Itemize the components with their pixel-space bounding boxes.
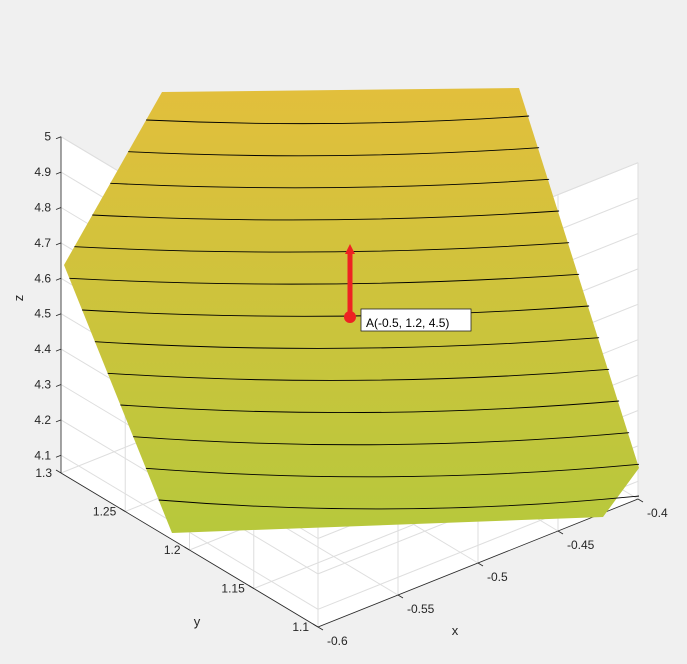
- annotation-label: A(-0.5, 1.2, 4.5): [366, 316, 449, 330]
- y-tick-label: 1.15: [221, 582, 245, 596]
- y-tick-mark: [184, 546, 190, 551]
- x-tick-label: -0.4: [647, 506, 668, 520]
- x-tick-mark: [317, 626, 324, 631]
- point-annotation: A(-0.5, 1.2, 4.5): [360, 308, 472, 332]
- y-tick-label: 1.1: [292, 620, 309, 634]
- contour-line: [92, 210, 560, 221]
- y-tick-mark: [120, 508, 126, 512]
- x-tick-label: -0.5: [487, 570, 508, 584]
- y-tick-mark: [55, 469, 62, 474]
- z-tick-mark: [55, 277, 62, 281]
- z-tick-label: 4.8: [34, 201, 51, 215]
- arrow-head: [345, 244, 355, 254]
- z-tick-label: 4.6: [34, 271, 51, 285]
- y-tick-label: 1.3: [35, 466, 52, 480]
- y-tick-mark: [312, 623, 319, 628]
- x-tick-mark: [637, 498, 644, 503]
- z-tick-label: 4.3: [34, 378, 51, 392]
- z-tick-label: 4.4: [34, 342, 51, 356]
- x-tick-label: -0.55: [407, 602, 435, 616]
- x-axis-label: x: [452, 623, 459, 638]
- contour-line: [146, 115, 530, 125]
- x-tick-label: -0.45: [567, 538, 595, 552]
- contour-line: [128, 147, 540, 157]
- y-tick-label: 1.25: [93, 505, 117, 519]
- x-tick-mark: [477, 562, 484, 567]
- y-tick-mark: [248, 585, 254, 589]
- z-tick-mark: [55, 171, 62, 175]
- z-tick-mark: [55, 454, 62, 458]
- z-tick-label: 5: [44, 130, 51, 144]
- contour-line: [107, 368, 610, 381]
- annotation-box: [360, 308, 472, 332]
- gradient-arrow: [345, 244, 355, 317]
- y-axis-ticks: 1.1 1.15 1.2 1.25 1.3: [35, 466, 319, 634]
- z-tick-mark: [55, 313, 62, 317]
- z-tick-mark: [55, 384, 62, 387]
- contour-line: [82, 305, 590, 317]
- z-tick-label: 4.7: [34, 236, 51, 250]
- contour-line: [120, 400, 620, 414]
- z-tick-mark: [55, 136, 62, 140]
- contour-line: [110, 178, 550, 189]
- x-tick-mark: [397, 594, 404, 599]
- z-tick-label: 4.9: [34, 165, 51, 179]
- contour-line: [69, 273, 580, 285]
- contour-line: [133, 432, 630, 446]
- point-marker: [344, 311, 356, 323]
- z-tick-mark: [55, 242, 62, 246]
- x-tick-label: -0.6: [327, 634, 348, 648]
- contour-line: [158, 495, 640, 510]
- z-tick-mark: [55, 419, 62, 423]
- surface-contours: [69, 115, 640, 510]
- x-tick-mark: [557, 530, 564, 535]
- z-axis-label: z: [11, 295, 26, 302]
- y-tick-label: 1.2: [164, 543, 181, 557]
- z-tick-label: 4.2: [34, 413, 51, 427]
- contour-line: [145, 463, 640, 478]
- contour-line: [94, 337, 600, 349]
- contour-line: [74, 242, 570, 253]
- y-axis-label: y: [194, 614, 201, 629]
- z-tick-mark: [55, 348, 62, 352]
- z-tick-label: 4.5: [34, 307, 51, 321]
- x-axis-ticks: -0.6 -0.55 -0.5 -0.45 -0.4: [317, 498, 668, 648]
- z-tick-mark: [55, 207, 62, 210]
- z-tick-label: 4.1: [34, 448, 51, 462]
- z-axis-ticks: 4.1 4.2 4.3 4.4 4.5 4.6 4.7 4.8 4.9 5: [34, 130, 62, 462]
